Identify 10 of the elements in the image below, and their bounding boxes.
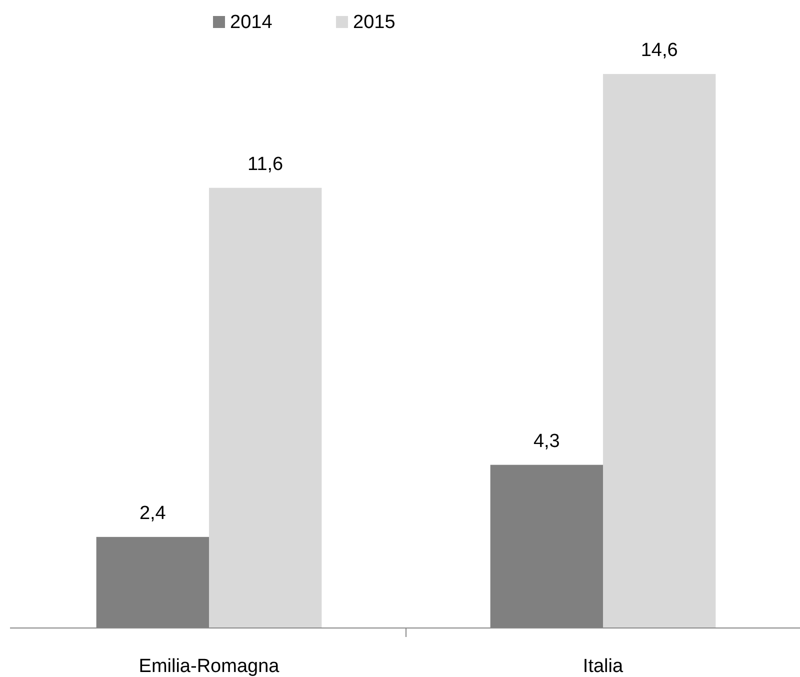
- data-label: 4,3: [533, 430, 560, 452]
- data-label: 14,6: [640, 40, 678, 61]
- data-label: 11,6: [248, 154, 284, 175]
- legend-label: 2015: [353, 12, 396, 33]
- x-tick-label: Italia: [582, 656, 624, 677]
- data-label: 2,4: [139, 502, 166, 524]
- x-tick-label: Emilia-Romagna: [138, 656, 280, 677]
- bar: [603, 74, 716, 628]
- legend-label: 2014: [230, 12, 273, 33]
- bar: [209, 188, 322, 628]
